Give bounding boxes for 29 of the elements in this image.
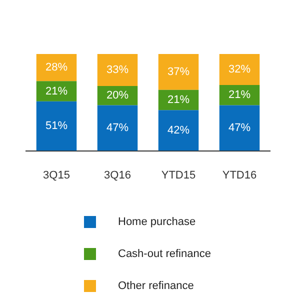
data-label: 21% [167, 94, 190, 106]
bar [36, 81, 77, 102]
legend-label: Home purchase [118, 216, 196, 228]
data-label: 47% [228, 122, 251, 134]
bar [219, 105, 260, 151]
data-label: 47% [106, 122, 129, 134]
bar [158, 110, 199, 151]
x-tick-label: YTD15 [161, 169, 196, 182]
bar [36, 101, 77, 151]
x-tick-label: 3Q16 [104, 169, 131, 182]
bar [219, 84, 260, 106]
data-label: 32% [228, 64, 251, 76]
bar [158, 54, 199, 90]
data-label: 21% [45, 85, 68, 98]
data-label: 42% [167, 124, 190, 137]
legend-label: Cash-out refinance [118, 248, 211, 260]
data-label: 33% [106, 64, 129, 76]
data-label: 20% [106, 90, 129, 102]
data-label: 21% [228, 89, 251, 102]
x-tick-label: YTD16 [222, 169, 257, 182]
bar [219, 54, 260, 85]
data-label: 37% [167, 66, 190, 78]
data-label: 28% [45, 62, 68, 74]
legend-label: Other refinance [118, 280, 194, 292]
bar [36, 54, 77, 82]
bar [97, 105, 138, 151]
bar [97, 54, 138, 86]
data-label: 51% [45, 120, 68, 132]
x-tick-label: 3Q15 [43, 169, 70, 182]
